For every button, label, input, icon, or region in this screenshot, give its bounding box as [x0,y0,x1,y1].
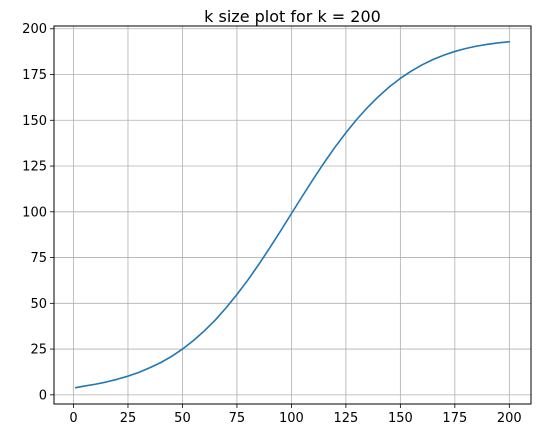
chart-title: k size plot for k = 200 [204,7,381,26]
y-tick-label: 175 [22,68,47,83]
y-tick-label: 200 [22,22,47,37]
y-tick-label: 25 [30,343,47,358]
y-tick-label: 75 [30,251,47,266]
x-tick-label: 200 [497,411,522,426]
x-tick-label: 150 [388,411,413,426]
x-tick-label: 50 [174,411,191,426]
grid-lines [54,26,531,404]
x-tick-label: 75 [229,411,246,426]
x-tick-label: 100 [279,411,304,426]
x-tick-label: 125 [333,411,358,426]
x-axis-ticks: 0 25 50 75 100 125 150 175 200 [69,404,522,426]
series-group [74,40,511,389]
x-tick-label: 175 [442,411,467,426]
x-tick-label: 0 [69,411,77,426]
y-tick-label: 125 [22,160,47,175]
y-tick-label: 150 [22,114,47,129]
y-tick-label: 100 [22,205,47,220]
y-axis-ticks: 0 25 50 75 100 125 150 175 200 [22,22,54,403]
plot-frame [53,25,532,405]
x-tick-label: 25 [120,411,137,426]
y-tick-label: 0 [39,388,47,403]
y-tick-label: 50 [30,297,47,312]
series-line [74,40,511,389]
